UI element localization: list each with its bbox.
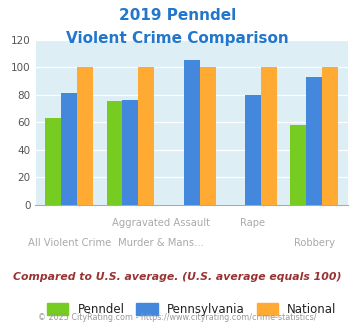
Bar: [245, 95, 261, 205]
Bar: [200, 67, 215, 205]
Text: All Violent Crime: All Violent Crime: [28, 238, 111, 248]
Text: Robbery: Robbery: [294, 238, 335, 248]
Bar: [106, 102, 122, 205]
Text: Rape: Rape: [240, 218, 266, 228]
Text: Compared to U.S. average. (U.S. average equals 100): Compared to U.S. average. (U.S. average …: [13, 272, 342, 282]
Bar: [45, 118, 61, 205]
Bar: [122, 100, 138, 205]
Bar: [322, 67, 338, 205]
Bar: [77, 67, 93, 205]
Text: © 2025 CityRating.com - https://www.cityrating.com/crime-statistics/: © 2025 CityRating.com - https://www.city…: [38, 314, 317, 322]
Bar: [261, 67, 277, 205]
Bar: [184, 60, 200, 205]
Bar: [138, 67, 154, 205]
Legend: Penndel, Pennsylvania, National: Penndel, Pennsylvania, National: [47, 303, 337, 316]
Text: Murder & Mans...: Murder & Mans...: [118, 238, 204, 248]
Text: 2019 Penndel: 2019 Penndel: [119, 8, 236, 23]
Text: Aggravated Assault: Aggravated Assault: [112, 218, 210, 228]
Text: Violent Crime Comparison: Violent Crime Comparison: [66, 31, 289, 46]
Bar: [290, 125, 306, 205]
Bar: [61, 93, 77, 205]
Bar: [306, 77, 322, 205]
